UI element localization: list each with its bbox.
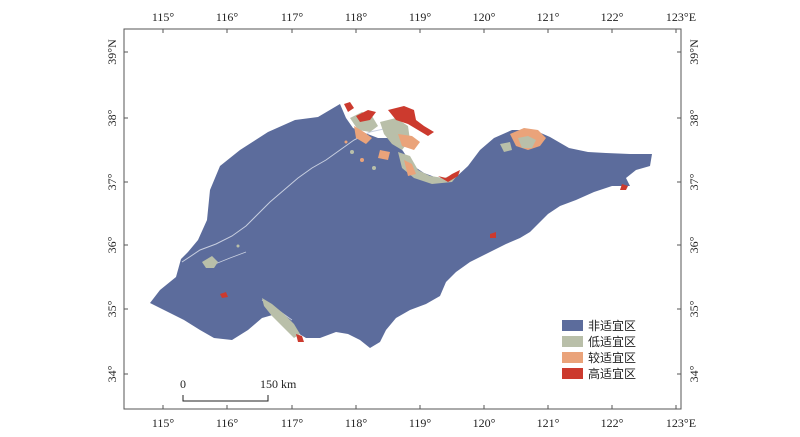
legend-swatch-unsuitable (562, 320, 583, 331)
scale-bar: 0 150 km (180, 377, 297, 402)
lon-label-top-116: 116° (216, 10, 239, 24)
map-frame (123, 28, 682, 410)
lat-label-left-36: 36° (105, 236, 119, 253)
lat-label-right-39: 39°N (687, 39, 701, 65)
lon-label-top-121: 121° (537, 10, 560, 24)
latitude-ticks (124, 51, 681, 375)
lat-label-left-34: 34° (105, 365, 119, 382)
lon-label-bottom-117: 117° (281, 416, 304, 430)
scale-end-label: 150 km (260, 377, 297, 391)
lon-label-bottom-121: 121° (537, 416, 560, 430)
northeast-suitability-patches (500, 128, 628, 190)
legend-label-high: 高适宜区 (588, 366, 636, 381)
lat-label-right-36: 36° (687, 236, 701, 253)
lon-label-top-117: 117° (281, 10, 304, 24)
lat-label-left-38: 38° (105, 109, 119, 126)
lon-label-bottom-115: 115° (152, 416, 175, 430)
lon-label-bottom-118: 118° (345, 416, 368, 430)
south-suitability-patches (202, 232, 496, 342)
lat-label-right-34: 34° (687, 365, 701, 382)
province-mainland (150, 104, 652, 348)
lon-label-bottom-119: 119° (409, 416, 432, 430)
lat-label-left-39: 39°N (105, 39, 119, 65)
legend-swatch-moderate (562, 352, 583, 363)
lat-label-left-35: 35° (105, 300, 119, 317)
lon-label-bottom-120: 120° (473, 416, 496, 430)
lon-label-top-123: 123°E (666, 10, 696, 24)
legend-label-moderate: 较适宜区 (588, 350, 636, 365)
lon-label-top-115: 115° (152, 10, 175, 24)
legend-swatch-high (562, 368, 583, 379)
delta-suitability-patches (344, 102, 460, 184)
lat-label-right-38: 38° (687, 109, 701, 126)
legend-swatch-low (562, 336, 583, 347)
lat-label-right-35: 35° (687, 300, 701, 317)
lon-label-bottom-122: 122° (601, 416, 624, 430)
lat-label-left-37: 37° (105, 173, 119, 190)
legend: 非适宜区 低适宜区 较适宜区 高适宜区 (562, 318, 636, 381)
lon-label-top-120: 120° (473, 10, 496, 24)
lon-label-top-119: 119° (409, 10, 432, 24)
lon-label-bottom-116: 116° (216, 416, 239, 430)
legend-label-low: 低适宜区 (588, 334, 636, 349)
longitude-ticks (162, 29, 677, 409)
lon-label-bottom-123: 123°E (666, 416, 696, 430)
lon-label-top-122: 122° (601, 10, 624, 24)
lon-label-top-118: 118° (345, 10, 368, 24)
legend-label-unsuitable: 非适宜区 (588, 318, 636, 333)
scale-start-label: 0 (180, 377, 186, 391)
lat-label-right-37: 37° (687, 173, 701, 190)
scale-bar-line (182, 395, 269, 402)
